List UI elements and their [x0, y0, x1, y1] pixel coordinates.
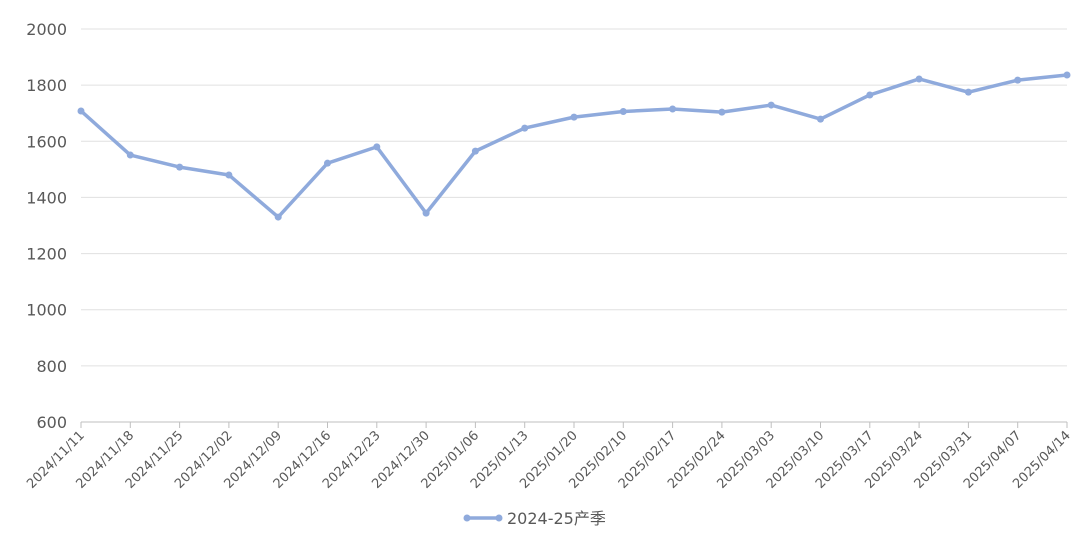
- y-tick-label: 1400: [26, 188, 67, 207]
- data-point: [619, 108, 627, 116]
- y-tick-label: 1200: [26, 245, 67, 264]
- y-tick-label: 1000: [26, 301, 67, 320]
- y-tick-label: 1800: [26, 76, 67, 95]
- data-point: [1014, 76, 1022, 84]
- data-point: [669, 105, 677, 113]
- data-point: [1063, 71, 1071, 79]
- data-point: [77, 107, 85, 115]
- data-point: [126, 151, 134, 159]
- data-point: [471, 147, 479, 155]
- data-point: [324, 159, 331, 167]
- data-point: [422, 209, 430, 217]
- data-point: [866, 91, 874, 99]
- y-tick-label: 1600: [26, 132, 67, 151]
- y-tick-label: 600: [36, 413, 67, 432]
- data-point: [373, 143, 381, 151]
- data-point: [521, 124, 529, 132]
- legend-swatch-dot: [495, 514, 503, 522]
- data-point: [915, 75, 923, 83]
- y-tick-label: 800: [36, 357, 67, 376]
- data-point: [817, 115, 824, 123]
- data-point: [964, 88, 972, 96]
- data-point: [767, 101, 775, 109]
- data-point: [225, 171, 233, 179]
- legend-label: 2024-25产季: [507, 509, 606, 528]
- y-tick-label: 2000: [26, 20, 67, 39]
- data-point: [570, 113, 578, 121]
- data-point: [274, 213, 282, 221]
- data-point: [176, 163, 184, 171]
- data-point: [718, 108, 726, 116]
- series-line: [79, 73, 1068, 219]
- legend-swatch-dot: [463, 514, 471, 522]
